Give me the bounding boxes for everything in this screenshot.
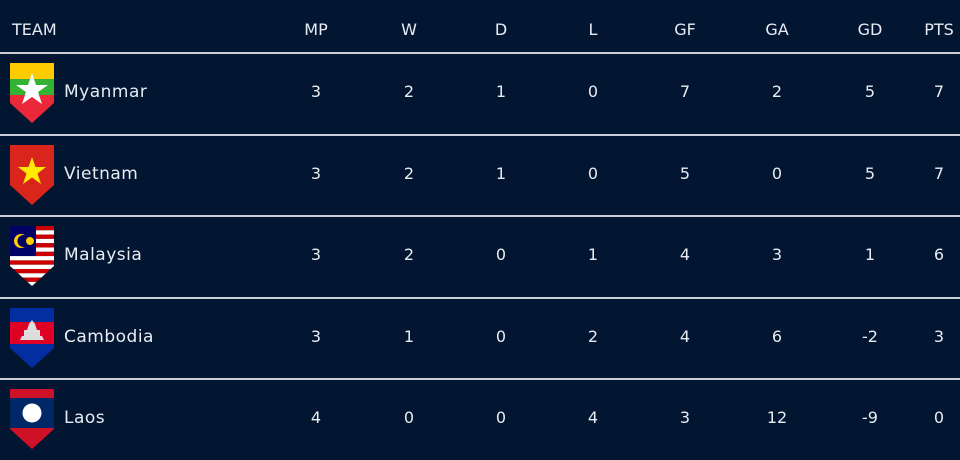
table-row[interactable]: Laos 4 0 0 4 3 12 -9 0 [0, 380, 960, 460]
table-row[interactable]: Myanmar 3 2 1 0 7 2 5 7 [0, 54, 960, 134]
cell-w: 2 [403, 82, 415, 101]
header-l: L [588, 20, 598, 39]
header-w: W [401, 20, 417, 39]
row-divider [0, 296, 960, 299]
cell-mp: 3 [310, 163, 322, 183]
cell-l: 0 [587, 163, 599, 183]
cell-gf: 4 [679, 245, 691, 264]
table-header: TEAM MP W D L GF GA GD PTS [0, 0, 960, 52]
team-name[interactable]: Myanmar [64, 82, 148, 102]
cell-gf: 7 [679, 82, 691, 101]
team-name[interactable]: Malaysia [64, 245, 143, 265]
vietnam-flag-icon [10, 144, 54, 205]
cell-pts: 0 [933, 408, 945, 427]
row-divider [0, 378, 960, 380]
table-row[interactable]: Vietnam 3 2 1 0 5 0 5 7 [0, 136, 960, 216]
cell-l: 4 [587, 408, 599, 427]
header-mp: MP [304, 20, 328, 39]
cell-l: 0 [587, 82, 599, 101]
cell-gf: 3 [679, 408, 691, 427]
cell-w: 2 [403, 163, 415, 183]
cell-mp: 3 [310, 82, 322, 101]
myanmar-flag-icon [10, 63, 54, 123]
cell-ga: 3 [771, 245, 783, 264]
cell-d: 0 [495, 245, 507, 264]
cell-gd: 1 [864, 245, 876, 264]
cell-pts: 3 [933, 326, 945, 346]
cell-gf: 4 [679, 326, 691, 346]
row-divider [0, 52, 960, 54]
cell-d: 0 [495, 326, 507, 346]
malaysia-flag-icon [10, 226, 54, 286]
cell-gd: 5 [864, 163, 876, 183]
header-d: D [494, 20, 508, 39]
cell-pts: 6 [933, 245, 945, 264]
row-divider [0, 215, 960, 217]
row-divider [0, 133, 960, 136]
team-name[interactable]: Vietnam [64, 163, 139, 184]
laos-flag-icon [10, 389, 54, 449]
header-gd: GD [857, 20, 883, 39]
cell-ga: 2 [771, 82, 783, 101]
cell-ga: 12 [766, 408, 788, 427]
cell-mp: 3 [310, 326, 322, 346]
team-name[interactable]: Laos [64, 408, 106, 428]
cell-mp: 4 [310, 408, 322, 427]
table-row[interactable]: Cambodia 3 1 0 2 4 6 -2 3 [0, 299, 960, 379]
cell-w: 0 [403, 408, 415, 427]
cell-pts: 7 [933, 163, 945, 183]
header-gf: GF [674, 20, 696, 39]
cell-gd: -2 [862, 326, 878, 346]
cell-d: 0 [495, 408, 507, 427]
cell-l: 2 [587, 326, 599, 346]
cell-pts: 7 [933, 82, 945, 101]
header-team: TEAM [12, 20, 57, 39]
header-ga: GA [765, 20, 789, 39]
cell-ga: 0 [771, 163, 783, 183]
header-pts: PTS [924, 20, 954, 39]
cell-gd: 5 [864, 82, 876, 101]
team-name[interactable]: Cambodia [64, 326, 154, 347]
table-row[interactable]: Malaysia 3 2 0 1 4 3 1 6 [0, 217, 960, 297]
cell-gf: 5 [679, 163, 691, 183]
cell-w: 2 [403, 245, 415, 264]
cell-l: 1 [587, 245, 599, 264]
cambodia-flag-icon [10, 307, 54, 368]
cell-w: 1 [403, 326, 415, 346]
cell-ga: 6 [771, 326, 783, 346]
cell-d: 1 [495, 163, 507, 183]
cell-gd: -9 [862, 408, 878, 427]
cell-d: 1 [495, 82, 507, 101]
cell-mp: 3 [310, 245, 322, 264]
